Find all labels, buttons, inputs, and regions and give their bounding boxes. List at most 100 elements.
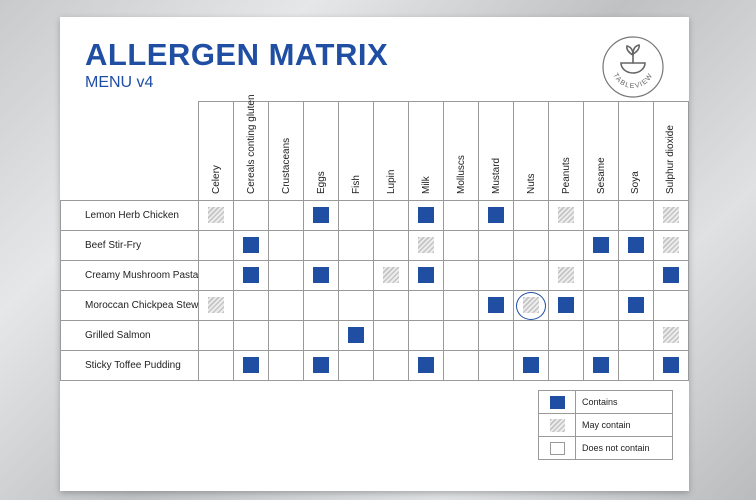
matrix-cell: [548, 260, 585, 291]
allergen-column-header: Lupin: [373, 101, 410, 201]
matrix-cell: [478, 290, 515, 321]
allergen-sheet: ALLERGEN MATRIX MENU v4 TABLEVIEW Celery…: [59, 17, 690, 491]
matrix-cell: [233, 260, 270, 291]
allergen-column-header: Milk: [408, 101, 445, 201]
legend-label: Contains: [575, 390, 673, 414]
page-subtitle: MENU v4: [85, 74, 154, 91]
matrix-cell: [548, 320, 585, 351]
contains-marker: [313, 207, 330, 224]
matrix-cell: [478, 230, 515, 261]
matrix-cell: [408, 200, 445, 231]
matrix-cell: [303, 200, 340, 231]
matrix-cell: [198, 200, 235, 231]
legend-label: May contain: [575, 413, 673, 437]
matrix-cell: [233, 200, 270, 231]
allergen-name: Sulphur dioxide: [665, 125, 677, 194]
allergen-name: Peanuts: [560, 157, 572, 194]
matrix-cell: [652, 320, 690, 351]
matrix-cell: [617, 230, 654, 261]
dish-row: Creamy Mushroom Pasta: [59, 260, 690, 291]
matrix-cell: [478, 350, 515, 381]
contains-swatch: [549, 395, 565, 409]
matrix-cell: [652, 290, 690, 321]
legend-label: Does not contain: [575, 436, 673, 460]
allergen-column-header: Eggs: [303, 101, 340, 201]
matrix-cell: [408, 260, 445, 291]
allergen-name: Fish: [350, 175, 362, 194]
bowl-plant-icon: [620, 44, 646, 74]
matrix-cell: [478, 200, 515, 231]
allergen-name: Milk: [420, 176, 432, 194]
allergen-name: Soya: [630, 171, 642, 194]
matrix-cell: [198, 290, 235, 321]
matrix-cell: [338, 230, 375, 261]
matrix-cell: [583, 320, 619, 351]
contains-marker: [523, 357, 540, 374]
allergen-name: Eggs: [315, 171, 327, 194]
contains-marker: [627, 237, 644, 254]
matrix-cell: [268, 350, 305, 381]
contains-marker: [593, 237, 609, 254]
legend-item: May contain: [538, 413, 673, 437]
allergen-name: Crustaceans: [280, 137, 292, 194]
matrix-cell: [198, 230, 235, 261]
matrix-cell: [617, 200, 654, 231]
matrix-cell: [373, 320, 410, 351]
matrix-cell: [373, 260, 410, 291]
matrix-cell: [303, 260, 340, 291]
none-swatch: [549, 441, 565, 455]
allergen-name: Celery: [210, 165, 222, 194]
may-contain-marker: [523, 297, 540, 314]
matrix-cell: [583, 290, 619, 321]
matrix-cell: [513, 290, 550, 321]
matrix-cell: [408, 350, 445, 381]
matrix-cell: [268, 260, 305, 291]
page-title: ALLERGEN MATRIX: [85, 37, 389, 72]
matrix-cell: [338, 320, 375, 351]
contains-marker: [243, 267, 260, 284]
matrix-cell: [408, 320, 445, 351]
legend-swatch: [538, 413, 576, 437]
may-contain-marker: [662, 327, 679, 344]
contains-marker: [313, 357, 330, 374]
tableview-logo: TABLEVIEW: [602, 36, 664, 98]
matrix-cell: [268, 200, 305, 231]
may-contain-marker: [208, 297, 225, 314]
matrix-cell: [268, 230, 305, 261]
matrix-cell: [233, 320, 270, 351]
allergen-column-header: Sulphur dioxide: [652, 101, 690, 201]
contains-marker: [593, 357, 609, 374]
dish-row: Grilled Salmon: [59, 320, 690, 351]
allergen-name: Lupin: [385, 169, 397, 194]
matrix-cell: [338, 200, 375, 231]
matrix-cell: [617, 320, 654, 351]
may-contain-marker: [208, 207, 225, 224]
matrix-cell: [652, 200, 690, 231]
contains-marker: [418, 267, 435, 284]
matrix-cell: [617, 290, 654, 321]
matrix-cell: [548, 230, 585, 261]
matrix-cell: [198, 260, 235, 291]
allergen-header-row: Celery Cereals conting gluten Crustaceans E…: [61, 94, 690, 201]
may-contain-marker: [383, 267, 400, 284]
matrix-corner: [61, 102, 199, 201]
dish-row: Moroccan Chickpea Stew: [59, 290, 690, 321]
matrix-cell: [513, 230, 550, 261]
matrix-cell: [513, 320, 550, 351]
matrix-cell: [583, 200, 619, 231]
allergen-matrix: Celery Cereals conting gluten Crustaceans E…: [59, 94, 690, 381]
dish-row: Sticky Toffee Pudding: [59, 350, 690, 381]
matrix-body: Lemon Herb Chicken Beef Stir-Fry Creamy Mu…: [59, 200, 690, 381]
matrix-cell: [513, 260, 550, 291]
contains-marker: [662, 267, 679, 284]
matrix-cell: [198, 350, 235, 381]
logo-text: TABLEVIEW: [611, 72, 653, 90]
matrix-cell: [233, 350, 270, 381]
matrix-cell: [617, 260, 654, 291]
legend-item: Does not contain: [538, 436, 673, 460]
matrix-cell: [198, 320, 235, 351]
allergen-column-header: Peanuts: [548, 101, 585, 201]
dish-row: Beef Stir-Fry: [59, 230, 690, 261]
may-contain-marker: [662, 237, 679, 254]
matrix-cell: [408, 230, 445, 261]
